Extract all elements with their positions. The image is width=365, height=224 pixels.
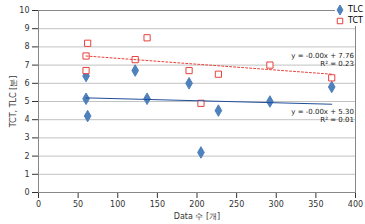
svg-text:y = -0.00x + 5.30: y = -0.00x + 5.30 [291,108,354,116]
svg-text:150: 150 [150,200,165,209]
svg-text:1: 1 [24,170,29,179]
svg-text:y = -0.00x + 7.76: y = -0.00x + 7.76 [291,52,354,60]
svg-text:TCT, TLC [분]: TCT, TLC [분] [9,76,18,129]
svg-text:100: 100 [110,200,125,209]
svg-text:0: 0 [24,188,29,197]
svg-text:0: 0 [36,200,41,209]
svg-text:4: 4 [24,115,29,124]
html-text:TLC: TLC [348,5,363,14]
svg-text:10: 10 [19,6,29,15]
svg-text:200: 200 [189,200,204,209]
svg-text:9: 9 [24,24,29,33]
svg-text:8: 8 [24,42,29,51]
svg-text:5: 5 [24,97,29,106]
svg-text:7: 7 [24,61,29,70]
svg-text:300: 300 [269,200,284,209]
svg-text:50: 50 [73,200,83,209]
html-text:TCT: TCT [348,16,363,25]
svg-text:2: 2 [24,152,29,161]
svg-text:250: 250 [229,200,244,209]
svg-text:350: 350 [308,200,323,209]
svg-text:R² = 0.23: R² = 0.23 [320,60,354,68]
svg-text:400: 400 [348,200,363,209]
svg-text:3: 3 [24,133,29,142]
svg-text:R² = 0.01: R² = 0.01 [320,116,354,124]
svg-text:6: 6 [24,79,29,88]
svg-text:Data 수 [개]: Data 수 [개] [174,212,220,221]
